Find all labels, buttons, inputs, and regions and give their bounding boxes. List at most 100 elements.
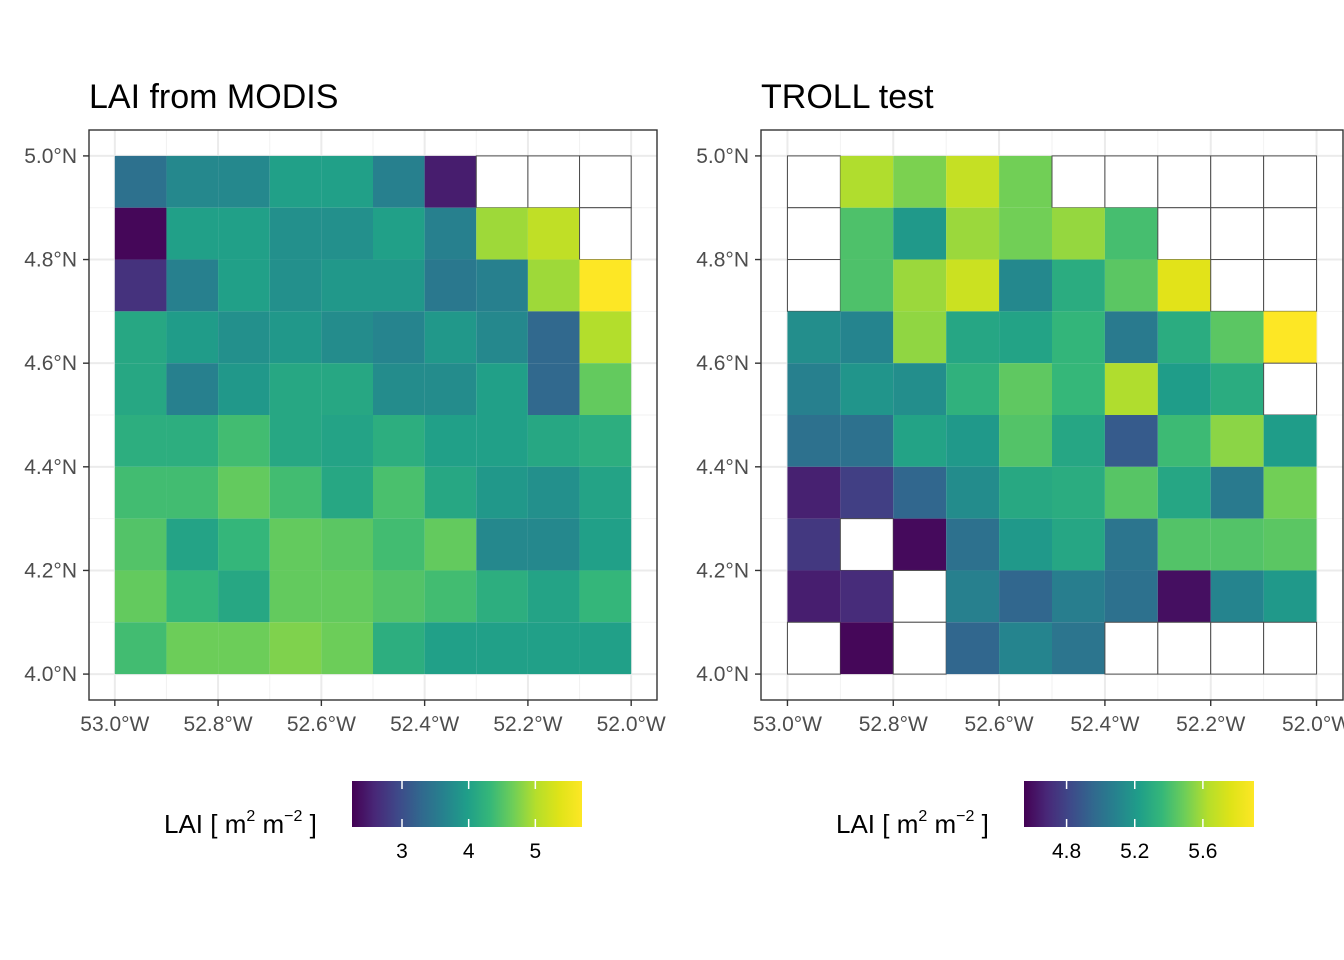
heatmap-cell — [1104, 466, 1158, 519]
heatmap-cell — [1104, 207, 1158, 260]
panel-border — [88, 129, 658, 701]
heatmap-cell — [1104, 363, 1158, 415]
heatmap-cell — [373, 622, 425, 675]
heatmap-cell — [1052, 622, 1105, 675]
heatmap-cell-empty — [786, 259, 841, 312]
heatmap-cell — [999, 207, 1052, 260]
heatmap-cell — [373, 155, 425, 208]
heatmap-cell-empty — [1051, 155, 1106, 209]
heatmap-cell-empty — [579, 155, 632, 209]
heatmap-cell — [1210, 311, 1264, 364]
heatmap-cell — [269, 570, 322, 623]
y-tick-label: 5.0°N — [696, 145, 749, 168]
heatmap-cell — [579, 570, 632, 623]
heatmap-cell — [999, 570, 1052, 623]
heatmap-cell — [166, 259, 219, 312]
heatmap-cell — [424, 466, 477, 519]
heatmap-cell-empty — [1263, 155, 1318, 209]
heatmap-cell — [424, 363, 477, 415]
heatmap-cell — [527, 518, 580, 571]
heatmap-cell — [114, 155, 167, 208]
y-tick-label: 4.4°N — [696, 456, 749, 479]
heatmap-cell — [840, 155, 894, 208]
heatmap-cell — [527, 363, 580, 415]
heatmap-cell — [166, 466, 219, 519]
heatmap-cell — [269, 622, 322, 675]
heatmap-cell — [424, 415, 477, 467]
heatmap-cell — [1157, 466, 1211, 519]
heatmap-cell-empty — [786, 207, 841, 261]
heatmap-cell — [1157, 311, 1211, 364]
heatmap-cell-empty — [892, 621, 947, 675]
heatmap-cell — [166, 207, 219, 260]
heatmap-cell — [893, 466, 947, 519]
heatmap-cell-empty — [1210, 621, 1265, 675]
heatmap-cell — [1104, 415, 1158, 467]
heatmap-cell — [946, 466, 1000, 519]
heatmap-cell — [1104, 311, 1158, 364]
heatmap-cell — [321, 363, 373, 415]
heatmap-cells — [786, 155, 1318, 675]
heatmap-cell — [840, 311, 894, 364]
heatmap-cell — [114, 363, 167, 415]
heatmap-cell — [946, 207, 1000, 260]
heatmap-cell — [476, 518, 528, 571]
heatmap-cell — [373, 415, 425, 467]
heatmap-cell-empty — [475, 155, 529, 209]
heatmap-cell — [999, 518, 1052, 571]
heatmap-cell — [114, 570, 167, 623]
heatmap-cell — [321, 570, 373, 623]
heatmap-cell — [424, 622, 477, 675]
heatmap-cell — [1157, 259, 1211, 312]
heatmap-cell — [218, 415, 270, 467]
heatmap-cell — [999, 622, 1052, 675]
heatmap-cell — [321, 415, 373, 467]
heatmap-cell — [946, 415, 1000, 467]
heatmap-cell — [1210, 570, 1264, 623]
colorbar-tick-label: 5.2 — [1120, 840, 1149, 863]
y-tick-label: 4.2°N — [24, 559, 77, 582]
heatmap-cell — [1052, 466, 1105, 519]
heatmap-cell — [218, 155, 270, 208]
heatmap-cell — [218, 311, 270, 364]
heatmap-cell — [1263, 518, 1317, 571]
heatmap-cell — [946, 570, 1000, 623]
heatmap-cell — [1263, 570, 1317, 623]
heatmap-cell-empty — [1263, 259, 1318, 312]
heatmap-cell — [946, 363, 1000, 415]
x-tick-label: 52.8°W — [859, 713, 928, 736]
heatmap-cell — [166, 570, 219, 623]
heatmap-cell — [476, 466, 528, 519]
heatmap-cell-empty — [527, 155, 581, 209]
heatmap-cell — [1210, 415, 1264, 467]
heatmap-cell-empty — [1157, 207, 1212, 261]
heatmap-cell — [946, 311, 1000, 364]
heatmap-cell — [1157, 570, 1211, 623]
panel-border — [760, 129, 1344, 701]
heatmap-cell — [476, 622, 528, 675]
heatmap-cell-empty — [579, 207, 632, 261]
heatmap-cell — [999, 466, 1052, 519]
heatmap-cell — [787, 466, 841, 519]
heatmap-cell — [946, 259, 1000, 312]
heatmap-cell — [1210, 518, 1264, 571]
heatmap-cell — [999, 363, 1052, 415]
heatmap-cell — [321, 518, 373, 571]
heatmap-cell — [166, 415, 219, 467]
heatmap-cell — [787, 415, 841, 467]
colorbar-tick-label: 3 — [396, 840, 408, 863]
heatmap-cell — [1052, 207, 1105, 260]
heatmap-cell — [579, 363, 632, 415]
x-tick-label: 52.4°W — [390, 713, 459, 736]
heatmap-cell-empty — [1210, 155, 1265, 209]
heatmap-cell — [893, 363, 947, 415]
panel-title: TROLL test — [761, 78, 934, 116]
heatmap-cell — [114, 518, 167, 571]
heatmap-cell — [579, 311, 632, 364]
heatmap-cell — [893, 207, 947, 260]
heatmap-cell — [269, 311, 322, 364]
heatmap-cell — [527, 259, 580, 312]
heatmap-cell — [476, 570, 528, 623]
heatmap-cell — [840, 415, 894, 467]
heatmap-cell — [269, 363, 322, 415]
